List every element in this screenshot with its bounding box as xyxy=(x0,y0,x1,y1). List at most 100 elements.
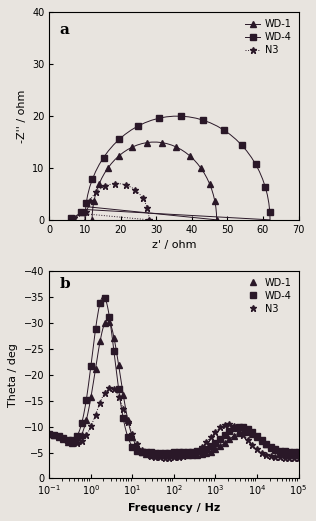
WD-4 xyxy=(297,449,301,455)
Line: N3: N3 xyxy=(46,384,302,461)
N3 xyxy=(92,192,96,198)
N3 xyxy=(127,183,131,189)
N3 xyxy=(47,431,51,438)
WD-4 xyxy=(158,450,162,456)
WD-1 xyxy=(179,146,183,153)
N3 xyxy=(124,182,127,188)
WD-1 xyxy=(113,156,117,163)
WD-1 xyxy=(85,206,89,213)
WD-4 xyxy=(88,184,92,190)
WD-4 xyxy=(150,117,154,123)
N3 xyxy=(136,189,140,195)
N3 xyxy=(147,213,151,219)
WD-1 xyxy=(95,186,99,192)
N3 xyxy=(143,198,146,204)
WD-4 xyxy=(129,127,133,133)
WD-1 xyxy=(170,142,173,148)
N3 xyxy=(90,195,94,201)
Line: WD-4: WD-4 xyxy=(68,114,273,222)
N3 xyxy=(100,184,104,191)
N3 xyxy=(103,183,107,189)
WD-4 xyxy=(72,214,76,220)
WD-1 xyxy=(90,210,94,217)
WD-1 xyxy=(150,139,154,145)
X-axis label: z' / ohm: z' / ohm xyxy=(152,240,196,250)
WD-1 xyxy=(210,186,214,192)
WD-4 xyxy=(90,176,94,182)
N3 xyxy=(120,181,124,187)
WD-1 xyxy=(212,192,216,199)
N3 xyxy=(145,205,149,212)
WD-4 xyxy=(258,168,261,175)
N3 xyxy=(144,451,148,457)
WD-4 xyxy=(228,131,232,138)
N3 xyxy=(88,198,91,204)
WD-4 xyxy=(215,123,219,129)
WD-1 xyxy=(112,334,116,341)
WD-1 xyxy=(92,198,96,204)
Line: WD-1: WD-1 xyxy=(70,139,219,222)
WD-4 xyxy=(234,137,238,143)
WD-4 xyxy=(261,176,264,182)
WD-1 xyxy=(109,160,113,167)
N3 xyxy=(141,195,144,201)
WD-1 xyxy=(278,449,282,455)
WD-1 xyxy=(192,156,196,163)
N3 xyxy=(83,217,87,223)
WD-4 xyxy=(144,449,148,455)
Line: N3: N3 xyxy=(71,180,153,224)
N3 xyxy=(78,213,82,219)
WD-1 xyxy=(47,431,51,438)
WD-1 xyxy=(81,209,85,215)
Line: WD-4: WD-4 xyxy=(46,295,301,455)
WD-1 xyxy=(78,212,82,218)
WD-1 xyxy=(215,210,218,217)
WD-1 xyxy=(74,214,78,220)
Legend: WD-1, WD-4, N3: WD-1, WD-4, N3 xyxy=(243,17,294,57)
WD-4 xyxy=(254,162,258,168)
N3 xyxy=(130,184,134,191)
N3 xyxy=(113,180,117,187)
Text: b: b xyxy=(59,277,70,291)
WD-4 xyxy=(194,115,198,121)
N3 xyxy=(147,217,151,223)
N3 xyxy=(94,412,97,418)
N3 xyxy=(97,187,101,193)
WD-4 xyxy=(187,114,191,120)
WD-1 xyxy=(75,438,79,444)
WD-1 xyxy=(292,452,296,458)
N3 xyxy=(85,205,88,212)
WD-1 xyxy=(140,141,144,147)
WD-1 xyxy=(214,204,218,210)
WD-1 xyxy=(70,215,74,221)
WD-4 xyxy=(278,448,282,454)
N3 xyxy=(83,213,87,219)
WD-4 xyxy=(267,200,271,206)
WD-4 xyxy=(250,154,253,160)
N3 xyxy=(146,209,150,215)
WD-4 xyxy=(268,208,272,215)
Y-axis label: -Z'' / ohm: -Z'' / ohm xyxy=(16,90,27,143)
N3 xyxy=(292,454,296,461)
WD-1 xyxy=(100,175,104,181)
WD-4 xyxy=(292,449,296,455)
WD-4 xyxy=(94,168,97,175)
WD-4 xyxy=(201,117,205,123)
WD-1 xyxy=(90,217,94,223)
WD-4 xyxy=(76,212,80,218)
WD-1 xyxy=(202,170,206,176)
N3 xyxy=(117,180,121,187)
N3 xyxy=(297,454,301,461)
WD-1 xyxy=(107,318,111,325)
X-axis label: Frequency / Hz: Frequency / Hz xyxy=(128,503,220,513)
WD-4 xyxy=(264,184,267,190)
WD-4 xyxy=(136,123,140,129)
WD-1 xyxy=(165,141,169,147)
Legend: WD-1, WD-4, N3: WD-1, WD-4, N3 xyxy=(243,276,294,316)
WD-1 xyxy=(126,146,130,153)
WD-4 xyxy=(209,120,212,126)
WD-1 xyxy=(196,160,199,167)
WD-1 xyxy=(167,452,171,458)
N3 xyxy=(86,202,90,208)
WD-1 xyxy=(155,139,159,145)
